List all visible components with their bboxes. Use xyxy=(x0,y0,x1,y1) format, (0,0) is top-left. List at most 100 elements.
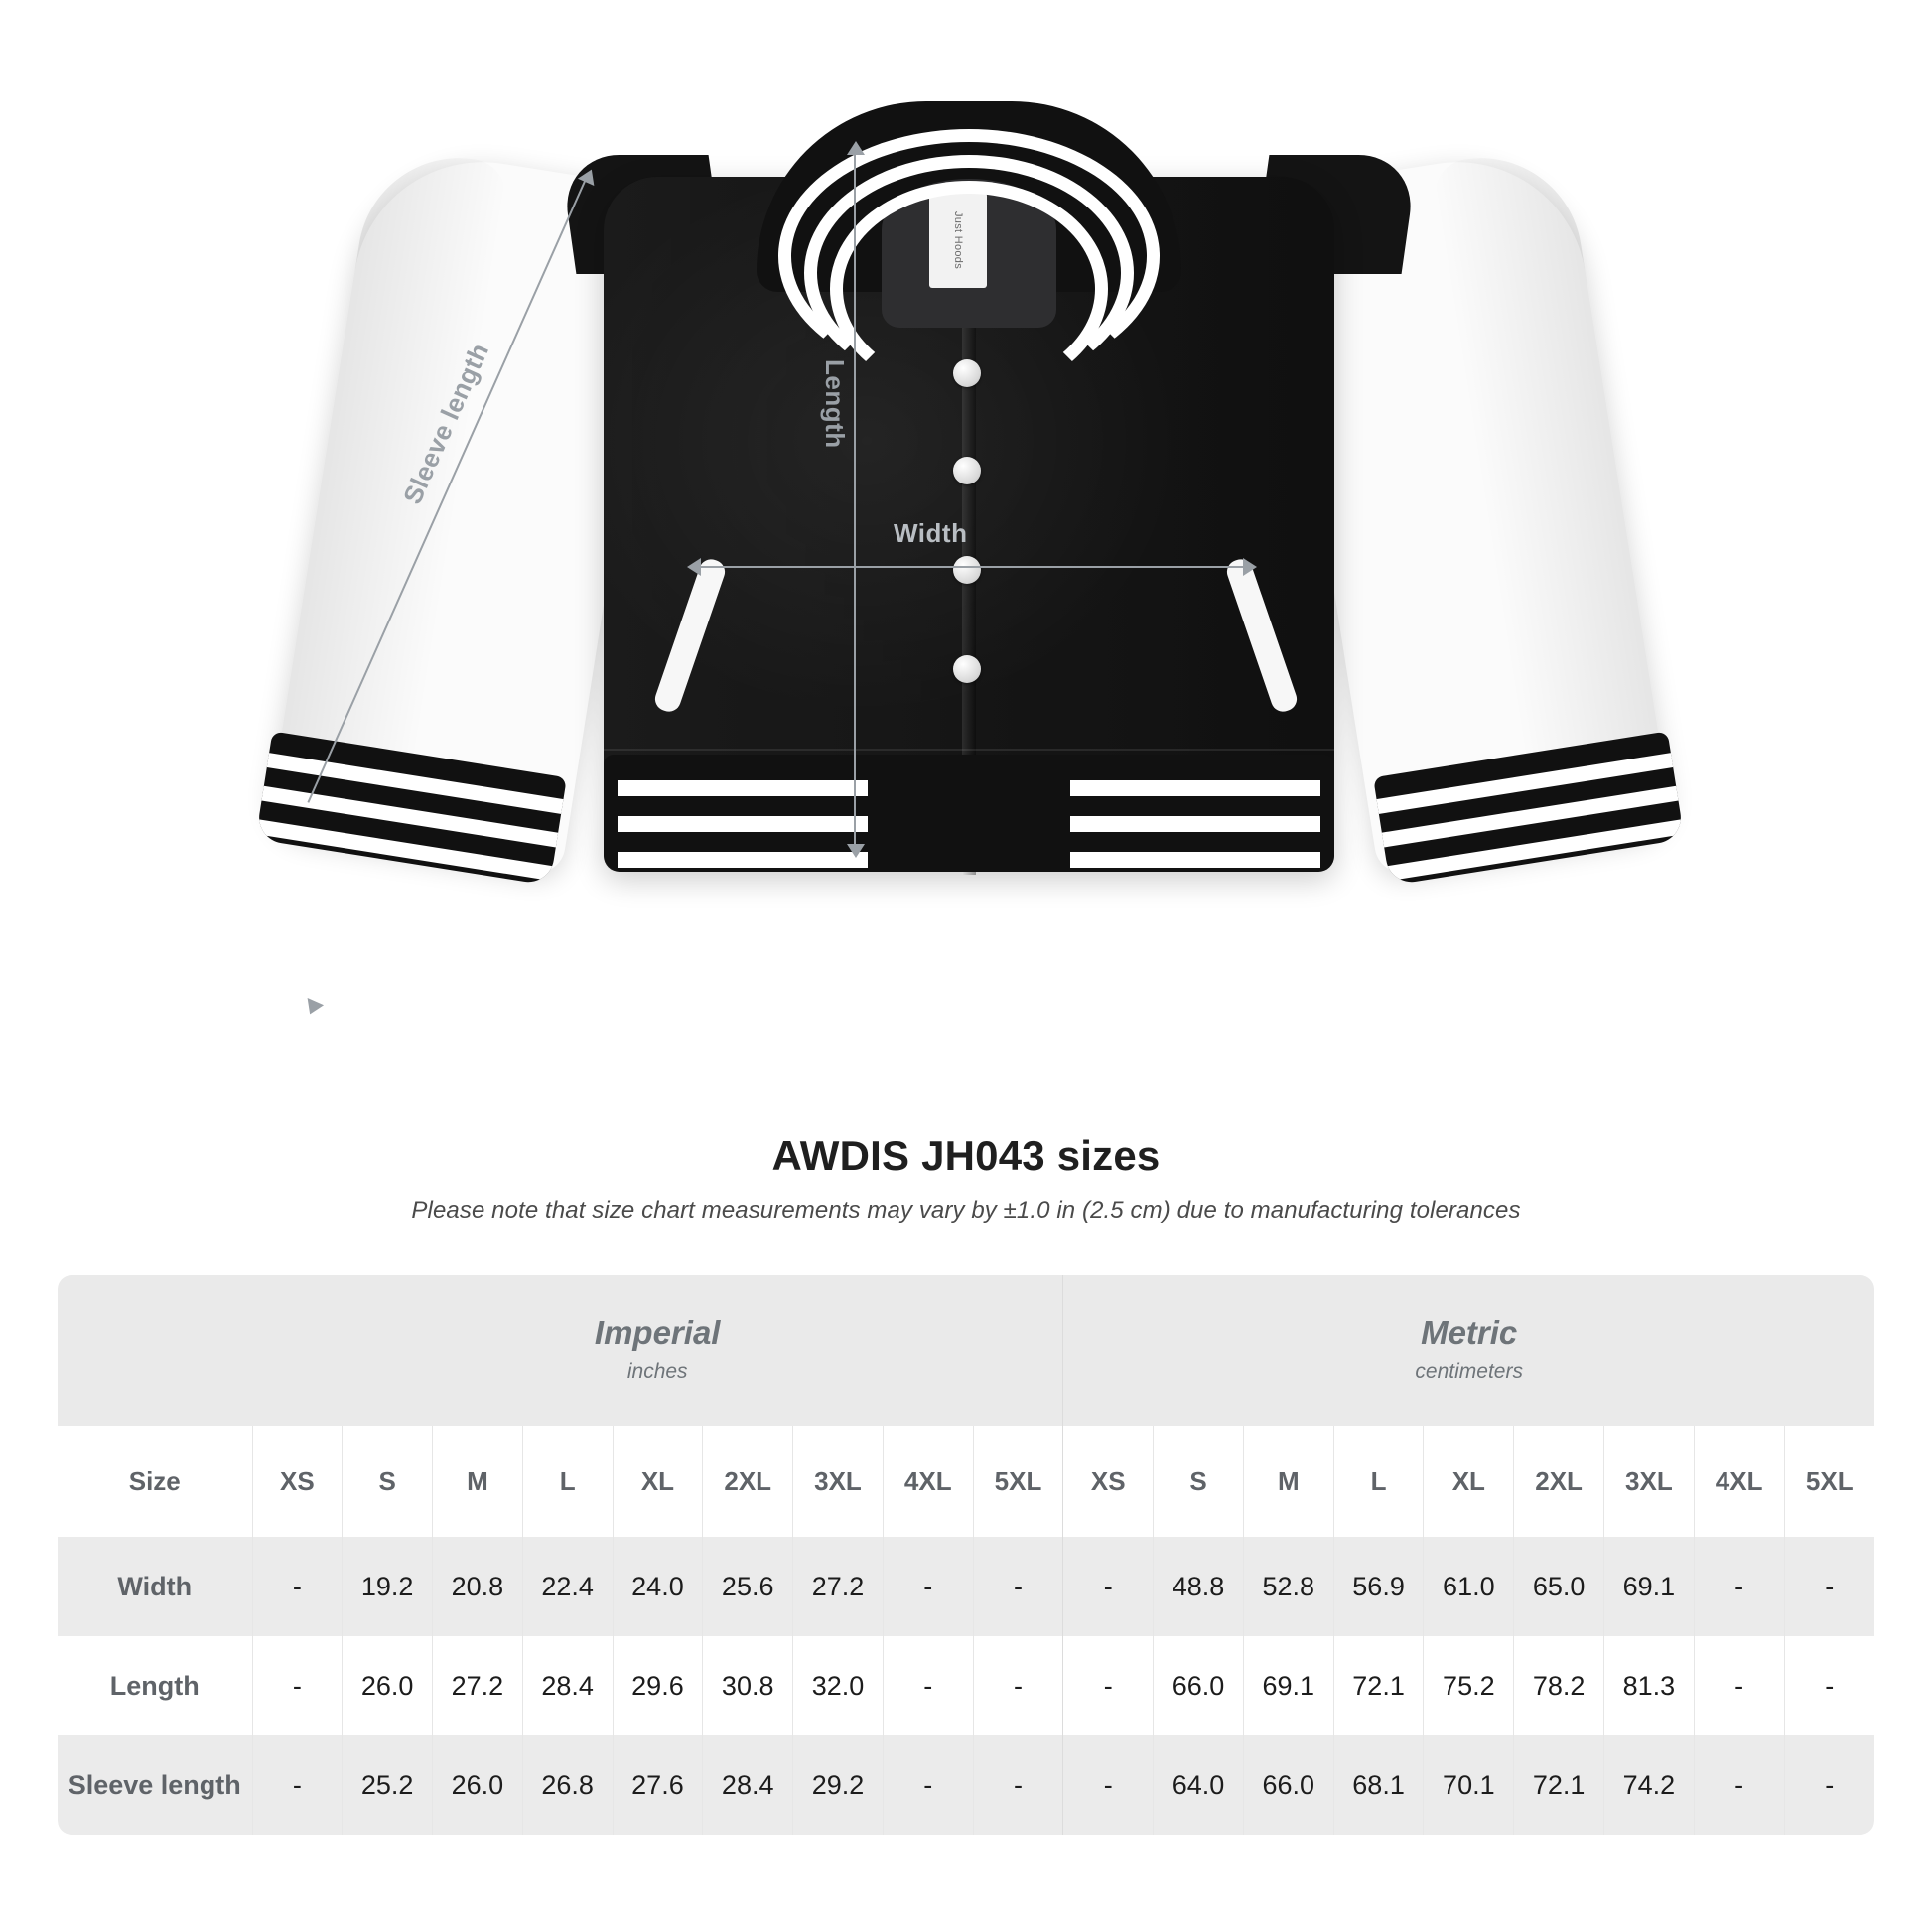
width-measure-line xyxy=(695,566,1251,568)
measurement-cell: - xyxy=(882,1636,974,1735)
waistband-stripe xyxy=(1070,816,1320,832)
size-column-header-2xl: 2XL xyxy=(1513,1426,1604,1537)
measurement-cell: 26.0 xyxy=(342,1636,433,1735)
table-row: Length -26.0 27.2 28.4 29.6 30.8 32.0- - -66.0 69… xyxy=(58,1636,1874,1735)
measurement-cell: 69.1 xyxy=(1602,1537,1695,1636)
size-column-header-s: S xyxy=(1153,1426,1244,1537)
unit-group-name: Imperial xyxy=(594,1313,721,1351)
width-arrow-right-icon xyxy=(1243,558,1257,576)
measurement-cell: - xyxy=(1783,1537,1874,1636)
unit-group-name: Metric xyxy=(1421,1313,1518,1351)
measurement-cell: - xyxy=(882,1537,974,1636)
size-column-header-l: L xyxy=(1332,1426,1424,1537)
measurement-row-label: Width xyxy=(58,1537,252,1636)
measurement-cell: 75.2 xyxy=(1423,1636,1514,1735)
size-column-header-m: M xyxy=(1242,1426,1334,1537)
measurement-cell: 64.0 xyxy=(1153,1735,1244,1835)
size-column-header-5xl: 5XL xyxy=(1783,1426,1874,1537)
size-column-header-l: L xyxy=(521,1426,614,1537)
measurement-cell: - xyxy=(972,1537,1063,1636)
measurement-cell: 48.8 xyxy=(1153,1537,1244,1636)
waistband-stripe xyxy=(618,816,868,832)
size-column-header-3xl: 3XL xyxy=(1602,1426,1695,1537)
measurement-cell: 66.0 xyxy=(1153,1636,1244,1735)
unit-group-header: Imperial inches xyxy=(252,1275,1063,1426)
unit-banner-row: Imperial inches Metric centimeters xyxy=(58,1275,1874,1426)
waistband-stripe xyxy=(1070,780,1320,796)
measurement-row-label: Length xyxy=(58,1636,252,1735)
jacket-snap-button xyxy=(953,655,981,683)
measurement-cell: 22.4 xyxy=(521,1537,614,1636)
measurement-cell: - xyxy=(251,1636,343,1735)
measurement-cell: 24.0 xyxy=(612,1537,703,1636)
measurement-cell: 27.2 xyxy=(792,1537,884,1636)
width-arrow-left-icon xyxy=(687,558,701,576)
size-column-header-xl: XL xyxy=(1423,1426,1514,1537)
unit-banner-spacer xyxy=(58,1275,252,1426)
table-row: Width -19.2 20.8 22.4 24.0 25.6 27.2- - -48.8 52.… xyxy=(58,1537,1874,1636)
measurement-cell: 56.9 xyxy=(1332,1537,1424,1636)
title-block: AWDIS JH043 sizes Please note that size … xyxy=(0,1132,1932,1225)
jacket-hem-seam xyxy=(604,749,1334,751)
size-column-header-4xl: 4XL xyxy=(1693,1426,1785,1537)
measurement-cell: 30.8 xyxy=(702,1636,793,1735)
measurement-cell: 65.0 xyxy=(1513,1537,1604,1636)
measurement-cell: - xyxy=(251,1537,343,1636)
size-header-label: Size xyxy=(58,1426,252,1537)
measurement-cell: 28.4 xyxy=(521,1636,614,1735)
measurement-cell: 27.2 xyxy=(432,1636,523,1735)
unit-group-subtitle: inches xyxy=(626,1360,688,1384)
measurement-cell: 26.0 xyxy=(432,1735,523,1835)
measurement-cell: 74.2 xyxy=(1602,1735,1695,1835)
measurement-cell: 27.6 xyxy=(612,1735,703,1835)
measurement-cell: 26.8 xyxy=(521,1735,614,1835)
measurement-cell: - xyxy=(1062,1537,1154,1636)
measurement-cell: 29.6 xyxy=(612,1636,703,1735)
size-chart-table-wrapper: Imperial inches Metric centimeters Size XS S M L… xyxy=(58,1275,1874,1835)
measurement-cell: 68.1 xyxy=(1332,1735,1424,1835)
measurement-cell: - xyxy=(1693,1735,1785,1835)
length-arrow-bottom-icon xyxy=(847,844,865,858)
length-arrow-top-icon xyxy=(847,141,865,155)
size-chart-table: Imperial inches Metric centimeters Size XS S M L… xyxy=(58,1275,1874,1835)
waistband-stripe xyxy=(618,852,868,868)
measurement-cell: 19.2 xyxy=(342,1537,433,1636)
product-figure: Just Hoods Length Width Sleeve length xyxy=(255,60,1685,1019)
measurement-cell: 52.8 xyxy=(1242,1537,1334,1636)
size-column-header-5xl: 5XL xyxy=(972,1426,1063,1537)
measurement-cell: 78.2 xyxy=(1513,1636,1604,1735)
length-annotation-label: Length xyxy=(820,359,850,449)
jacket-waistband xyxy=(604,755,1334,872)
measurement-cell: 25.2 xyxy=(342,1735,433,1835)
measurement-cell: - xyxy=(1062,1735,1154,1835)
size-column-header-2xl: 2XL xyxy=(702,1426,793,1537)
measurement-cell: 32.0 xyxy=(792,1636,884,1735)
measurement-cell: 70.1 xyxy=(1423,1735,1514,1835)
measurement-cell: - xyxy=(882,1735,974,1835)
size-column-header-4xl: 4XL xyxy=(882,1426,974,1537)
measurement-cell: 20.8 xyxy=(432,1537,523,1636)
measurement-cell: 29.2 xyxy=(792,1735,884,1835)
size-column-header-3xl: 3XL xyxy=(792,1426,884,1537)
measurement-cell: - xyxy=(1693,1636,1785,1735)
size-header-row: Size XS S M L XL 2XL 3XL 4XL 5XL XS S M L XL 2XL 3XL 4XL 5… xyxy=(58,1426,1874,1537)
waistband-stripe xyxy=(1070,852,1320,868)
size-column-header-s: S xyxy=(342,1426,433,1537)
collar-stripe xyxy=(830,181,1108,397)
measurement-cell: - xyxy=(1783,1636,1874,1735)
measurement-cell: 72.1 xyxy=(1513,1735,1604,1835)
varsity-jacket-illustration: Just Hoods xyxy=(255,60,1685,886)
measurement-cell: - xyxy=(972,1735,1063,1835)
measurement-cell: 28.4 xyxy=(702,1735,793,1835)
unit-group-subtitle: centimeters xyxy=(1415,1360,1523,1384)
length-measure-line xyxy=(854,149,856,854)
width-annotation-label: Width xyxy=(894,518,968,548)
measurement-cell: - xyxy=(251,1735,343,1835)
measurement-cell: - xyxy=(1693,1537,1785,1636)
measurement-cell: - xyxy=(972,1636,1063,1735)
measurement-cell: 72.1 xyxy=(1332,1636,1424,1735)
waistband-stripe xyxy=(618,780,868,796)
size-column-header-xl: XL xyxy=(612,1426,703,1537)
tolerance-note: Please note that size chart measurements… xyxy=(411,1197,1521,1224)
jacket-snap-button xyxy=(953,556,981,584)
